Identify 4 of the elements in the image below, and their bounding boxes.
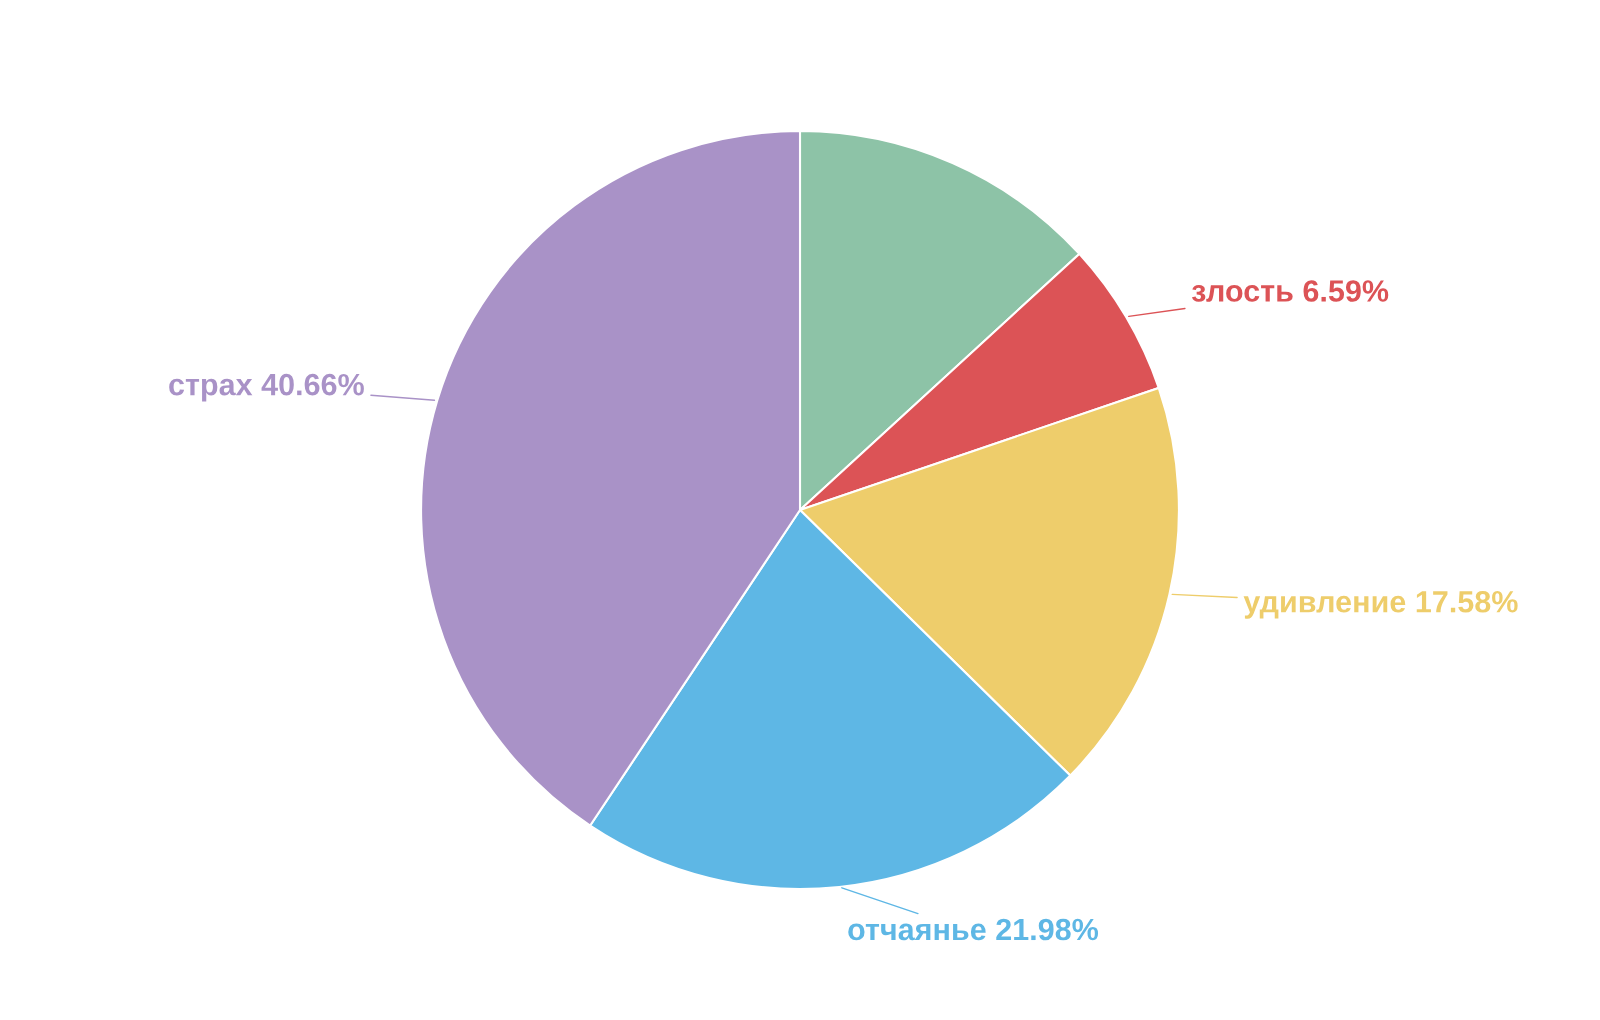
slice-label: страх 40.66% (169, 373, 364, 402)
slice-label: отчаянье 21.98% (848, 918, 1099, 941)
slice-label: злость 6.59% (1191, 280, 1389, 302)
slice-label: удивление 17.58% (1243, 590, 1518, 619)
